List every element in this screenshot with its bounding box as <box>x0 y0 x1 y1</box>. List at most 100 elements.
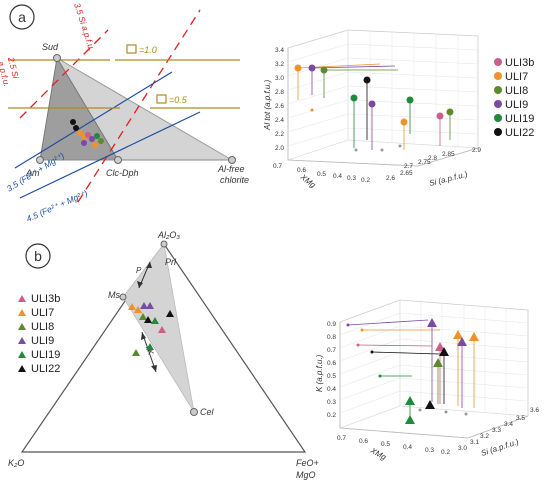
svg-text:0.5: 0.5 <box>381 441 390 448</box>
clc-dph-node <box>114 156 122 164</box>
svg-text:2.6: 2.6 <box>275 103 284 110</box>
cel-label: Cel <box>200 407 215 417</box>
badge-b-circle <box>25 243 51 269</box>
z-axis-label-a: Al tot (a.p.f.u.) <box>263 79 272 131</box>
si-2-5-line <box>19 29 109 119</box>
legend-a-item: ULI3b <box>505 57 534 69</box>
legend-b-item: ULI9 <box>31 335 54 347</box>
svg-text:3.4: 3.4 <box>504 421 513 428</box>
white-mica-data-points <box>128 302 174 356</box>
k2o-label: K₂O <box>8 458 24 468</box>
vacancy-1-0-label: =1.0 <box>139 45 157 55</box>
vacancy-0-5-label: =0.5 <box>169 95 188 105</box>
svg-text:2.85: 2.85 <box>442 151 455 158</box>
p-label: P <box>136 266 142 275</box>
legend-a-item: ULI8 <box>505 85 528 97</box>
x-axis-label-a: Si (a.p.f.u.) <box>428 170 468 188</box>
legend-b-item: ULI22 <box>31 363 60 375</box>
ms-label: Ms <box>108 290 120 300</box>
clc-dph-label: Clc-Dph <box>106 168 139 178</box>
cel-node <box>190 408 198 416</box>
legend-a-item: ULI9 <box>505 99 528 111</box>
ms-node <box>119 293 127 301</box>
mgo-label: MgO <box>296 470 316 480</box>
fe-mg-3-5-line <box>14 71 173 169</box>
svg-text:2.0: 2.0 <box>275 145 284 152</box>
svg-text:3.2: 3.2 <box>480 433 489 440</box>
svg-text:3.0: 3.0 <box>275 75 284 82</box>
x-axis-label-b: Si (a.p.f.u.) <box>480 437 520 458</box>
chlorite-data-points <box>70 119 104 148</box>
z-ticks-a: 3.4 3.2 3.0 2.8 2.6 2.4 2.2 2.0 <box>275 47 284 152</box>
legend-a: ULI3b ULI7 ULI8 ULI9 ULI19 ULI22 <box>494 57 534 139</box>
svg-text:0.8: 0.8 <box>327 334 336 341</box>
svg-text:2.75: 2.75 <box>418 159 431 166</box>
y-ticks-a: 0.7 0.6 0.5 0.4 0.3 0.2 <box>273 163 370 184</box>
am-node <box>36 156 44 164</box>
svg-text:0.9: 0.9 <box>327 321 336 328</box>
legend-a-item: ULI19 <box>505 113 534 125</box>
feo-label: FeO+ <box>296 458 319 468</box>
svg-text:0.6: 0.6 <box>327 360 336 367</box>
fe-mg-4-5-line <box>19 111 201 199</box>
plot3d-a: 3.4 3.2 3.0 2.8 2.6 2.4 2.2 2.0 Al tot (… <box>263 29 481 190</box>
svg-text:3.4: 3.4 <box>275 47 284 54</box>
svg-text:3.5: 3.5 <box>516 415 525 422</box>
ternary-triangle <box>20 242 307 453</box>
svg-text:3.2: 3.2 <box>275 61 284 68</box>
svg-text:2.7: 2.7 <box>404 163 413 170</box>
badge-a-circle <box>9 4 35 30</box>
panel-b: b Al₂O₃ Prl Ms Cel K₂O FeO+ MgO P TK <box>8 230 319 480</box>
svg-text:0.6: 0.6 <box>359 438 368 445</box>
chlorite-label: chlorite <box>220 175 249 185</box>
svg-text:3.1: 3.1 <box>470 439 479 446</box>
svg-text:0.2: 0.2 <box>441 449 450 456</box>
legend-b-item: ULI19 <box>31 349 60 361</box>
y-ticks-b: 0.7 0.6 0.5 0.4 0.3 0.2 <box>337 435 450 456</box>
svg-text:0.7: 0.7 <box>327 347 336 354</box>
fe-mg-4-5-label: 4.5 (Fe²⁺ + Mg²⁺) <box>25 188 89 224</box>
sud-label: Sud <box>42 42 59 52</box>
legend-b: ULI3b ULI7 ULI8 ULI9 ULI19 ULI22 <box>18 293 60 375</box>
prl-label: Prl <box>165 257 177 267</box>
tk-label: TK <box>143 343 155 356</box>
am-label: Am <box>25 168 40 178</box>
svg-text:0.3: 0.3 <box>327 399 336 406</box>
plot3d-b: 0.9 0.8 0.7 0.6 0.5 0.4 0.3 0.2 K (a.p.f… <box>315 299 539 462</box>
svg-text:0.3: 0.3 <box>347 175 356 182</box>
si-3-5-label: 3.5 Si a.p.f.u. <box>72 2 97 53</box>
svg-text:0.3: 0.3 <box>425 447 434 454</box>
si-3-5-line <box>77 9 201 203</box>
svg-text:2.4: 2.4 <box>275 117 284 124</box>
white-mica-field <box>122 243 195 413</box>
fe-mg-3-5-label: 3.5 (Fe²⁺ + Mg²⁺) <box>5 150 66 193</box>
legend-b-item: ULI7 <box>31 307 54 319</box>
legend-b-item: ULI3b <box>31 293 60 305</box>
z-axis-label-b: K (a.p.f.u.) <box>315 354 324 392</box>
z-ticks-b: 0.9 0.8 0.7 0.6 0.5 0.4 0.3 0.2 <box>327 321 336 419</box>
legend-a-item: ULI7 <box>505 71 528 83</box>
panel-a: a =1.0 =0.5 Sud Am Clc-Dph Al-free c <box>0 2 249 224</box>
vacancy-box-icon <box>156 94 167 104</box>
x-ticks-b: 3.0 3.1 3.2 3.3 3.4 3.5 3.6 <box>458 407 539 452</box>
svg-text:0.2: 0.2 <box>327 412 336 419</box>
y-axis-label-a: XMg <box>298 172 318 190</box>
x-ticks-a: 2.6 2.65 2.7 2.75 2.8 2.85 2.9 <box>386 147 481 182</box>
legend-a-item: ULI22 <box>505 127 534 139</box>
svg-text:0.7: 0.7 <box>337 435 346 442</box>
badge-a: a <box>18 9 26 25</box>
svg-text:2.9: 2.9 <box>472 147 481 154</box>
svg-text:2.8: 2.8 <box>428 155 437 162</box>
legend-b-item: ULI8 <box>31 321 54 333</box>
svg-text:2.8: 2.8 <box>275 89 284 96</box>
svg-text:0.5: 0.5 <box>327 373 336 380</box>
svg-text:0.4: 0.4 <box>333 173 342 180</box>
svg-text:2.6: 2.6 <box>386 175 395 182</box>
svg-text:0.4: 0.4 <box>403 444 412 451</box>
al2o3-label: Al₂O₃ <box>157 230 180 240</box>
plot3d-a-points <box>294 63 454 152</box>
svg-text:0.6: 0.6 <box>297 167 306 174</box>
plot3d-b-points <box>346 318 479 424</box>
svg-text:3.3: 3.3 <box>492 427 501 434</box>
